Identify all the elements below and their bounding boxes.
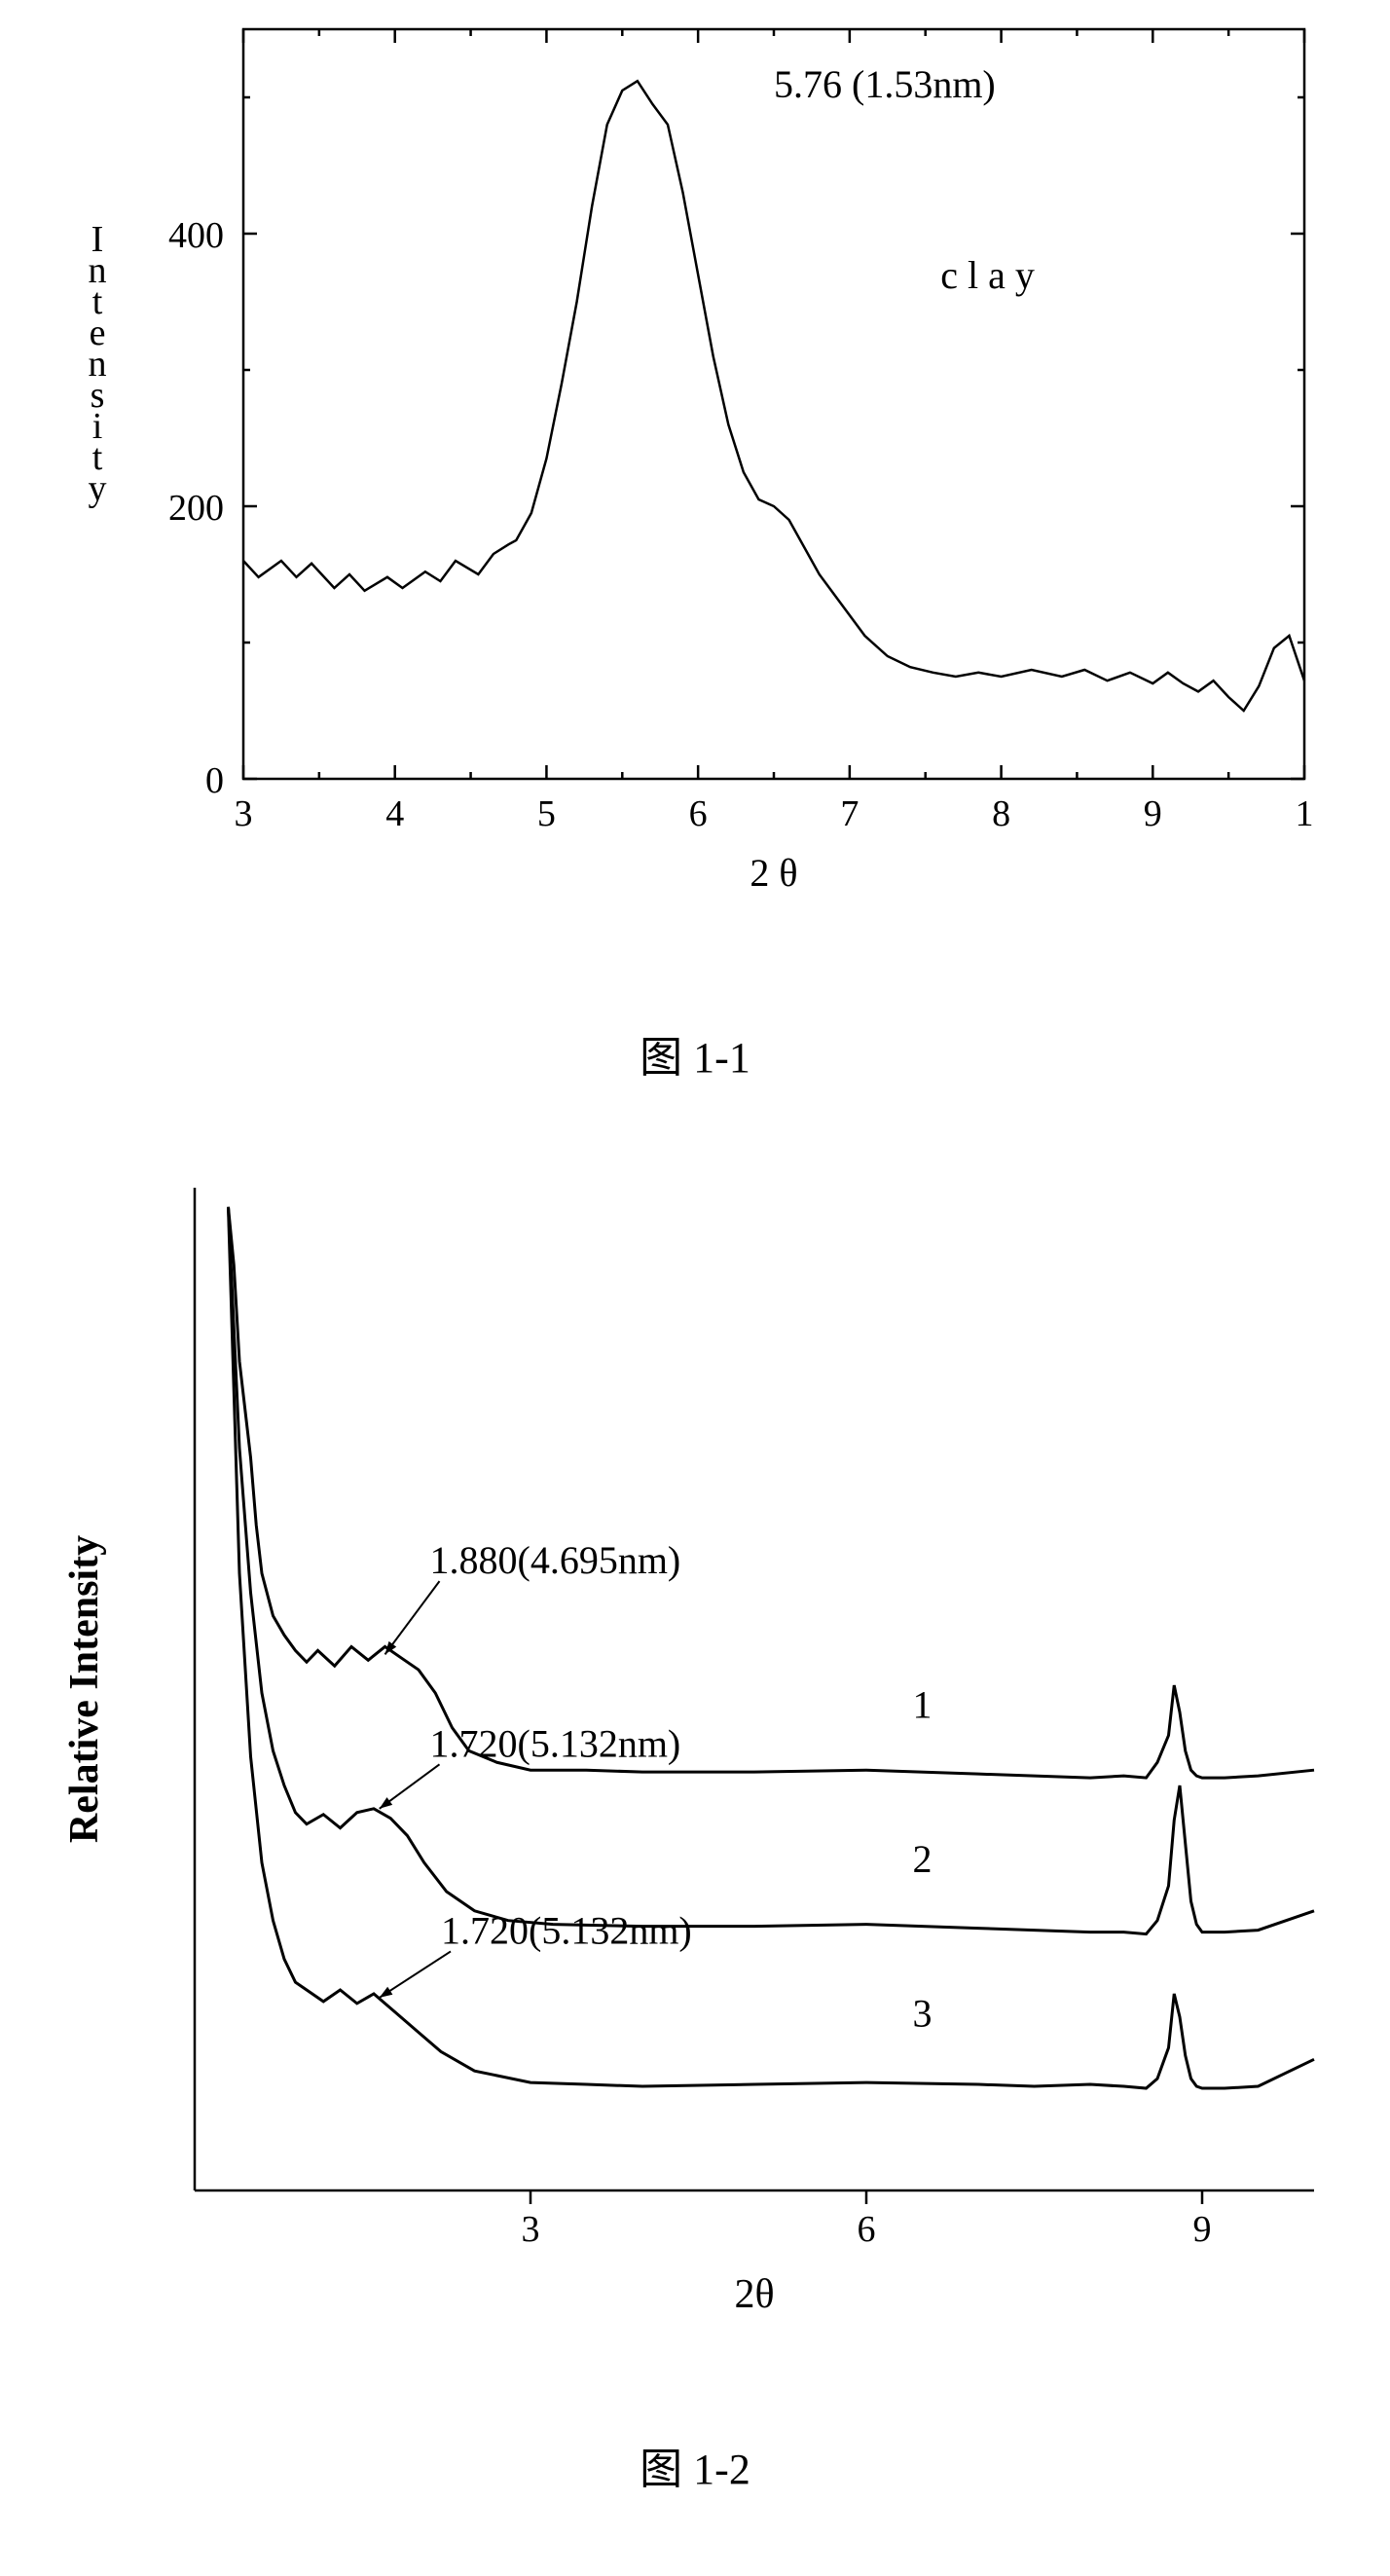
svg-text:1.720(5.132nm): 1.720(5.132nm) xyxy=(430,1721,681,1765)
chart-2-caption: 图 1-2 xyxy=(0,2434,1390,2496)
svg-text:5.76 (1.53nm): 5.76 (1.53nm) xyxy=(774,62,996,106)
chart-1-svg: 0200400345678912 θytisnetnI5.76 (1.53nm)… xyxy=(39,0,1343,915)
svg-text:3: 3 xyxy=(913,1992,933,2036)
svg-text:1: 1 xyxy=(913,1683,933,1727)
svg-text:6: 6 xyxy=(858,2209,876,2250)
svg-text:1: 1 xyxy=(1296,793,1314,834)
page: 0200400345678912 θytisnetnI5.76 (1.53nm)… xyxy=(0,0,1390,2576)
svg-text:0: 0 xyxy=(205,760,224,801)
svg-text:9: 9 xyxy=(1144,793,1162,834)
chart-2-wrap: 3 6 9 2θ Relative Intensity 1 2 3 1.880(4.695nm)… xyxy=(39,1168,1343,2341)
svg-text:6: 6 xyxy=(689,793,708,834)
svg-text:c l a y: c l a y xyxy=(940,253,1035,297)
svg-text:3: 3 xyxy=(235,793,253,834)
svg-text:3: 3 xyxy=(522,2209,540,2250)
svg-text:1.880(4.695nm): 1.880(4.695nm) xyxy=(430,1538,681,1582)
svg-text:400: 400 xyxy=(168,215,224,256)
svg-text:200: 200 xyxy=(168,488,224,529)
svg-text:2: 2 xyxy=(913,1837,933,1881)
svg-text:4: 4 xyxy=(385,793,404,834)
svg-text:8: 8 xyxy=(992,793,1010,834)
svg-text:5: 5 xyxy=(537,793,556,834)
svg-text:7: 7 xyxy=(840,793,859,834)
chart-1-wrap: 0200400345678912 θytisnetnI5.76 (1.53nm)… xyxy=(39,0,1343,920)
chart-2-svg: 3 6 9 2θ Relative Intensity 1 2 3 1.880(4.695nm)… xyxy=(39,1168,1343,2337)
svg-text:I: I xyxy=(91,219,104,260)
chart-1-caption: 图 1-1 xyxy=(0,1022,1390,1085)
svg-text:Relative Intensity: Relative Intensity xyxy=(62,1535,107,1843)
svg-text:1.720(5.132nm): 1.720(5.132nm) xyxy=(441,1908,692,1952)
svg-text:2θ: 2θ xyxy=(734,2272,774,2317)
svg-text:9: 9 xyxy=(1193,2209,1212,2250)
svg-text:2 θ: 2 θ xyxy=(750,851,797,895)
